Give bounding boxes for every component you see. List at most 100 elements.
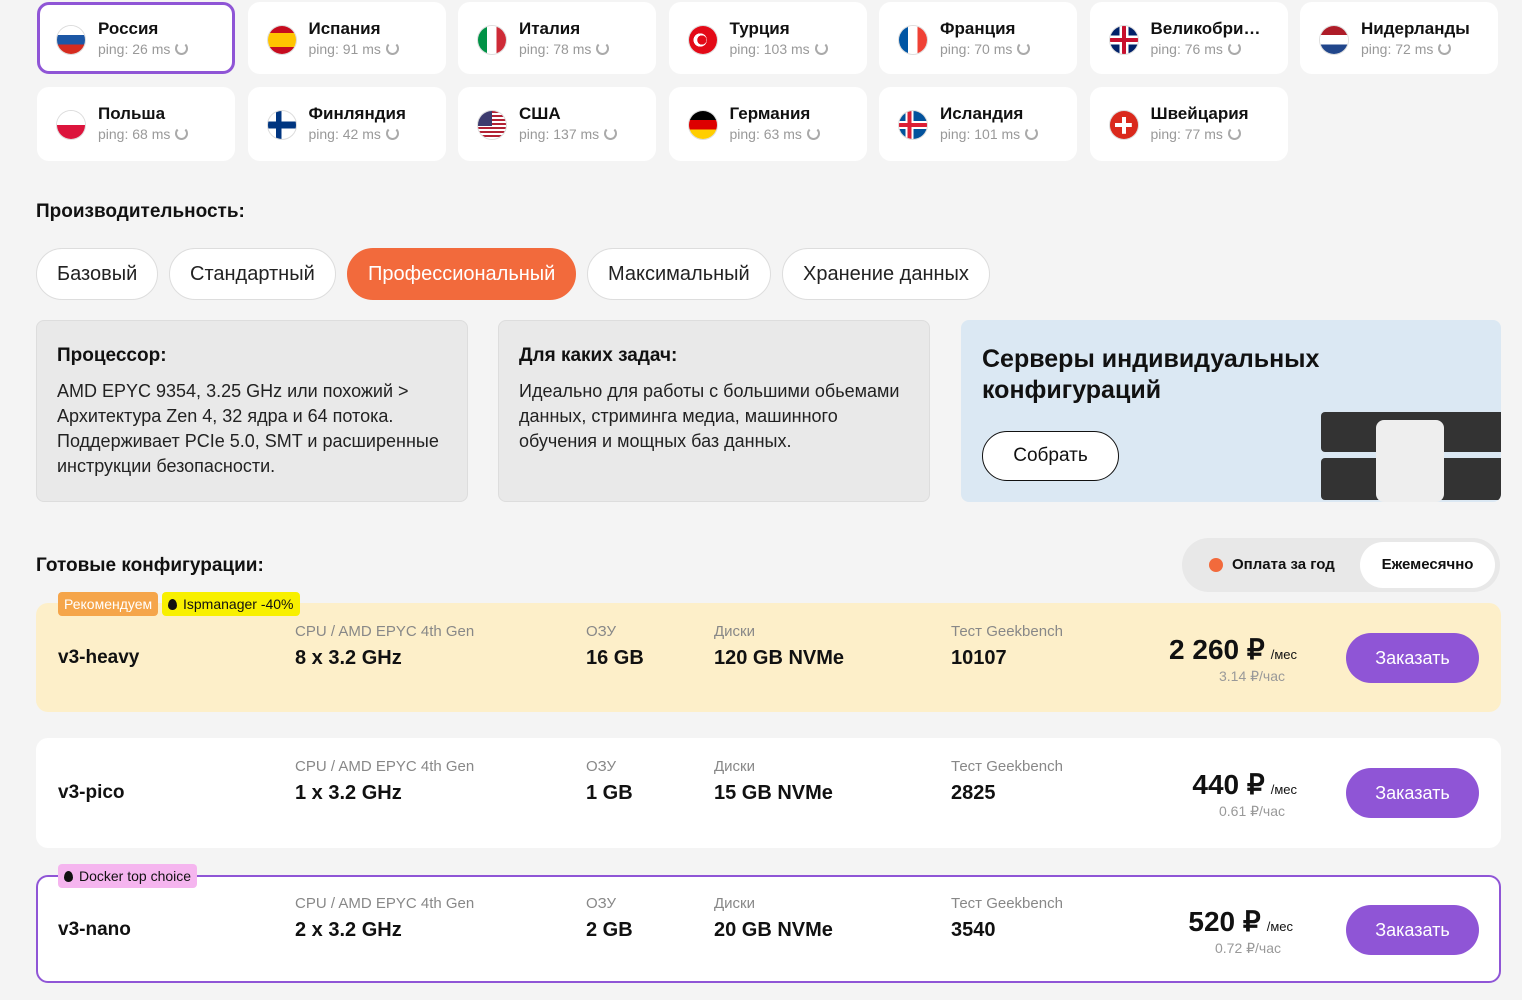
location-card[interactable]: Турция ping: 103 ms [668, 2, 867, 74]
cpu-label: CPU / AMD EPYC 4th Gen [295, 895, 475, 912]
location-ping: ping: 77 ms [1151, 126, 1241, 142]
cpu-value: 8 x 3.2 GHz [295, 647, 402, 669]
location-name: США [519, 104, 561, 123]
order-button[interactable]: Заказать [1346, 768, 1479, 818]
info-card: Процессор: AMD EPYC 9354, 3.25 GHz или по… [36, 320, 468, 502]
location-card[interactable]: Исландия ping: 101 ms [879, 87, 1077, 161]
disk-label: Диски [714, 623, 755, 640]
bench-value: 3540 [951, 919, 996, 941]
price: 520 ₽ /мес [1188, 905, 1293, 938]
refresh-icon[interactable] [814, 42, 828, 55]
config-name: v3-pico [58, 782, 125, 803]
order-button[interactable]: Заказать [1346, 905, 1479, 955]
flag-icon [57, 26, 85, 54]
location-name: Польша [98, 104, 166, 123]
discount-icon [1209, 558, 1223, 572]
price: 2 260 ₽ /мес [1169, 633, 1297, 666]
refresh-icon[interactable] [1227, 42, 1241, 55]
refresh-icon[interactable] [385, 42, 399, 55]
location-card[interactable]: Италия ping: 78 ms [458, 2, 656, 74]
location-ping: ping: 72 ms [1361, 41, 1452, 57]
location-ping: ping: 91 ms [309, 41, 399, 57]
price-value: 2 260 ₽ [1169, 634, 1265, 665]
location-name: Нидерланды [1361, 19, 1470, 38]
refresh-icon[interactable] [385, 127, 399, 140]
performance-tab[interactable]: Максимальный [587, 248, 771, 300]
performance-tab[interactable]: Базовый [36, 248, 159, 300]
cpu-value: 2 x 3.2 GHz [295, 919, 402, 941]
performance-tab[interactable]: Профессиональный [347, 248, 577, 300]
location-ping: ping: 63 ms [730, 126, 820, 142]
location-name: Турция [729, 19, 790, 38]
ram-value: 16 GB [586, 647, 644, 669]
badge-text: Docker top choice [79, 868, 192, 884]
server-logo [1376, 420, 1444, 502]
location-card[interactable]: Германия ping: 63 ms [668, 87, 867, 161]
fire-icon [168, 599, 177, 610]
location-name: Франция [940, 19, 1016, 38]
cpu-label: CPU / AMD EPYC 4th Gen [295, 623, 475, 640]
badge: Docker top choice [58, 864, 198, 888]
refresh-icon[interactable] [1017, 42, 1031, 55]
disk-label: Диски [714, 758, 755, 775]
order-button[interactable]: Заказать [1346, 633, 1479, 683]
refresh-icon[interactable] [806, 127, 820, 140]
refresh-icon[interactable] [1227, 127, 1241, 140]
bench-label: Тест Geekbench [951, 895, 1063, 912]
location-card[interactable]: Польша ping: 68 ms [37, 87, 235, 161]
location-card[interactable]: Великобри… ping: 76 ms [1089, 2, 1288, 74]
refresh-icon[interactable] [1025, 127, 1039, 140]
location-ping: ping: 68 ms [98, 126, 189, 142]
promo-button[interactable]: Собрать [982, 431, 1119, 481]
bench-label: Тест Geekbench [951, 623, 1063, 640]
flag-icon [478, 111, 506, 139]
flag-icon [478, 26, 506, 54]
billing-option[interactable]: Ежемесячно [1360, 542, 1495, 588]
location-name: Россия [98, 19, 159, 38]
info-title: Процессор: [57, 345, 167, 366]
flag-icon [1320, 26, 1348, 54]
billing-option[interactable]: Оплата за год [1232, 556, 1335, 573]
ram-label: ОЗУ [586, 895, 617, 912]
flag-icon [1109, 111, 1138, 139]
price-value: 440 ₽ [1192, 769, 1265, 800]
flag-icon [899, 111, 927, 139]
location-card[interactable]: Испания ping: 91 ms [247, 2, 446, 74]
config-name: v3-heavy [58, 647, 140, 668]
refresh-icon[interactable] [596, 42, 610, 55]
badge: Рекомендуем [58, 592, 159, 616]
location-card[interactable]: Финляндия ping: 42 ms [247, 87, 446, 161]
location-card[interactable]: Франция ping: 70 ms [879, 2, 1077, 74]
disk-value: 20 GB NVMe [714, 919, 833, 941]
ram-value: 2 GB [586, 919, 633, 941]
badge-text: Рекомендуем [64, 596, 153, 612]
performance-tab[interactable]: Стандартный [169, 248, 336, 300]
info-text: AMD EPYC 9354, 3.25 GHz или похожий > Ар… [57, 381, 439, 476]
cpu-label: CPU / AMD EPYC 4th Gen [295, 758, 475, 775]
flag-icon [267, 26, 296, 54]
info-text: Идеально для работы с большими обьемами … [519, 381, 900, 451]
refresh-icon[interactable] [175, 127, 189, 140]
performance-tab[interactable]: Хранение данных [782, 248, 990, 300]
refresh-icon[interactable] [1438, 42, 1452, 55]
disk-value: 120 GB NVMe [714, 647, 845, 669]
price: 440 ₽ /мес [1192, 768, 1297, 801]
refresh-icon[interactable] [604, 127, 618, 140]
location-card[interactable]: США ping: 137 ms [458, 87, 656, 161]
location-card[interactable]: Нидерланды ping: 72 ms [1300, 2, 1498, 74]
location-card[interactable]: Швейцария ping: 77 ms [1089, 87, 1288, 161]
flag-icon [1109, 26, 1138, 54]
flag-icon [688, 26, 717, 54]
info-card: Для каких задач: Идеально для работы с бо… [498, 320, 930, 502]
ram-label: ОЗУ [586, 758, 617, 775]
refresh-icon[interactable] [175, 42, 189, 55]
location-card[interactable]: Россия ping: 26 ms [37, 2, 235, 74]
ram-value: 1 GB [586, 782, 633, 804]
config-row: v3-nano CPU / AMD EPYC 4th Gen 2 x 3.2 GHz… [36, 875, 1501, 983]
bench-label: Тест Geekbench [951, 758, 1063, 775]
flag-icon [57, 111, 85, 139]
hourly-price: 0.61 ₽/час [1218, 803, 1285, 819]
price-unit: /мес [1270, 647, 1297, 662]
